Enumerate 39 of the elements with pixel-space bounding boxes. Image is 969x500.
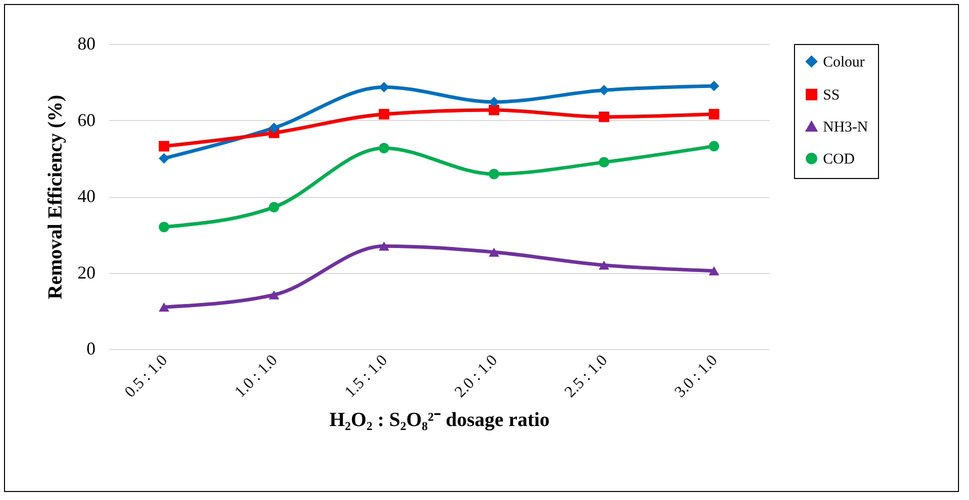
point <box>708 266 720 276</box>
point <box>268 290 280 300</box>
point <box>708 108 720 120</box>
legend-label: SS <box>823 88 840 104</box>
legend-label: COD <box>823 152 855 168</box>
point <box>488 248 500 257</box>
y-tick-label: 0 <box>86 338 96 358</box>
point <box>378 242 390 251</box>
x-tick-label: 2.5 : 1.0 <box>562 352 611 401</box>
point <box>488 168 500 180</box>
legend-label: Colour <box>823 54 865 70</box>
y-tick-label: 40 <box>78 186 96 206</box>
point <box>378 108 390 120</box>
x-tick-label: 3.0 : 1.0 <box>672 352 721 401</box>
point <box>378 142 390 154</box>
point <box>598 156 610 168</box>
point <box>598 84 610 96</box>
point <box>158 153 170 164</box>
point <box>708 140 720 152</box>
point <box>378 82 390 92</box>
x-tick-label: 1.0 : 1.0 <box>232 352 281 401</box>
point <box>268 202 280 212</box>
y-tick-label: 80 <box>78 34 96 54</box>
x-axis-title: H₂O₂ : S₂O₈²⁻ dosage ratio <box>329 409 550 432</box>
point <box>598 260 610 270</box>
point <box>598 112 610 122</box>
point <box>158 302 170 312</box>
y-axis-title: Removal Efficiency (%) <box>44 94 66 300</box>
x-tick-label: 1.5 : 1.0 <box>342 352 391 401</box>
point <box>268 122 280 134</box>
point <box>158 140 170 152</box>
y-tick-label: 20 <box>78 262 96 282</box>
legend-label: NH3-N <box>823 120 868 136</box>
x-tick-label: 0.5 : 1.0 <box>122 352 171 401</box>
point <box>708 80 720 92</box>
point <box>158 222 170 232</box>
y-tick-label: 60 <box>78 110 96 130</box>
point <box>488 96 500 108</box>
x-tick-label: 2.0 : 1.0 <box>452 352 501 401</box>
